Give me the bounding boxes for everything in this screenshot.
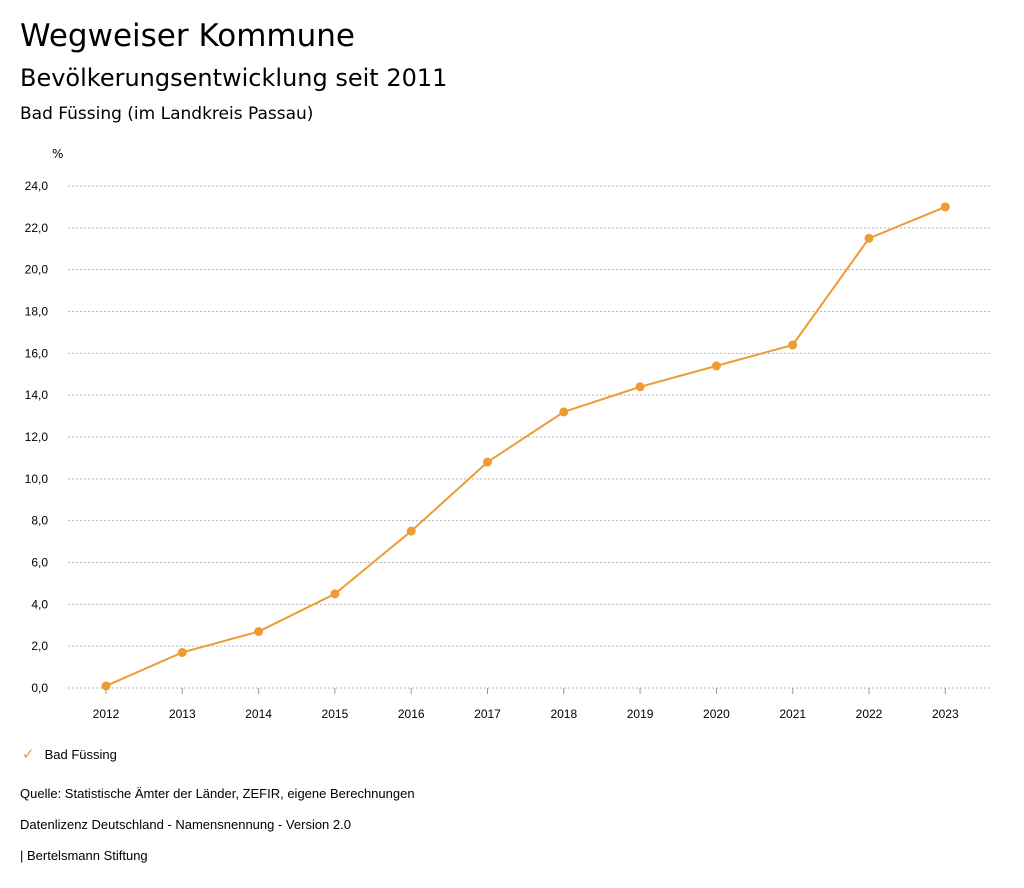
y-tick-label: 16,0 bbox=[25, 346, 49, 360]
y-tick-label: 4,0 bbox=[31, 597, 48, 611]
y-tick-label: 22,0 bbox=[25, 221, 49, 235]
data-point bbox=[864, 233, 874, 243]
page-title: Wegweiser Kommune bbox=[20, 18, 355, 54]
data-point bbox=[406, 526, 416, 536]
legend-label: Bad Füssing bbox=[44, 746, 117, 762]
y-tick-label: 14,0 bbox=[25, 388, 49, 402]
x-tick-label: 2017 bbox=[474, 707, 501, 721]
y-tick-label: 6,0 bbox=[31, 556, 48, 570]
y-tick-label: 8,0 bbox=[31, 514, 48, 528]
line-chart: 0,0 2,0 4,0 6,0 8,0 10,0 12,0 14,0 16,0 18,0 20,0 2… bbox=[25, 179, 990, 721]
source-note: Quelle: Statistische Ämter der Länder, Z… bbox=[20, 786, 415, 801]
data-point bbox=[254, 627, 264, 637]
y-tick-label: 10,0 bbox=[25, 472, 49, 486]
data-point bbox=[711, 361, 721, 371]
x-tick-label: 2014 bbox=[245, 707, 272, 721]
x-tick-label: 2015 bbox=[322, 707, 349, 721]
data-point bbox=[635, 382, 645, 392]
x-tick-label: 2019 bbox=[627, 707, 654, 721]
x-tick-label: 2020 bbox=[703, 707, 730, 721]
data-point bbox=[101, 681, 111, 691]
y-tick-label: 12,0 bbox=[25, 430, 49, 444]
x-tick-label: 2023 bbox=[932, 707, 959, 721]
x-tick-label: 2016 bbox=[398, 707, 425, 721]
series-line bbox=[105, 205, 946, 687]
x-tick-label: 2013 bbox=[169, 707, 196, 721]
data-point bbox=[177, 647, 187, 657]
data-point bbox=[788, 340, 798, 350]
x-tick-label: 2012 bbox=[93, 707, 120, 721]
y-axis-unit: % bbox=[52, 147, 64, 161]
legend[interactable]: ✓ Bad Füssing bbox=[22, 745, 117, 763]
y-tick-label: 18,0 bbox=[25, 305, 49, 319]
license-note: Datenlizenz Deutschland - Namensnennung … bbox=[20, 817, 351, 832]
x-tick-label: 2018 bbox=[550, 707, 577, 721]
data-point bbox=[330, 589, 340, 599]
publisher-note: | Bertelsmann Stiftung bbox=[20, 848, 148, 863]
x-tick-label: 2022 bbox=[856, 707, 883, 721]
check-icon: ✓ bbox=[22, 746, 35, 763]
data-point bbox=[483, 457, 492, 467]
y-tick-label: 20,0 bbox=[25, 263, 49, 277]
y-tick-label: 0,0 bbox=[31, 681, 48, 695]
y-tick-label: 2,0 bbox=[31, 639, 48, 653]
chart-subtitle: Bevölkerungsentwicklung seit 2011 bbox=[20, 64, 448, 92]
data-point bbox=[559, 407, 569, 417]
y-tick-label: 24,0 bbox=[25, 179, 49, 193]
region-label: Bad Füssing (im Landkreis Passau) bbox=[20, 104, 314, 124]
x-tick-label: 2021 bbox=[779, 707, 806, 721]
data-point bbox=[940, 202, 950, 212]
